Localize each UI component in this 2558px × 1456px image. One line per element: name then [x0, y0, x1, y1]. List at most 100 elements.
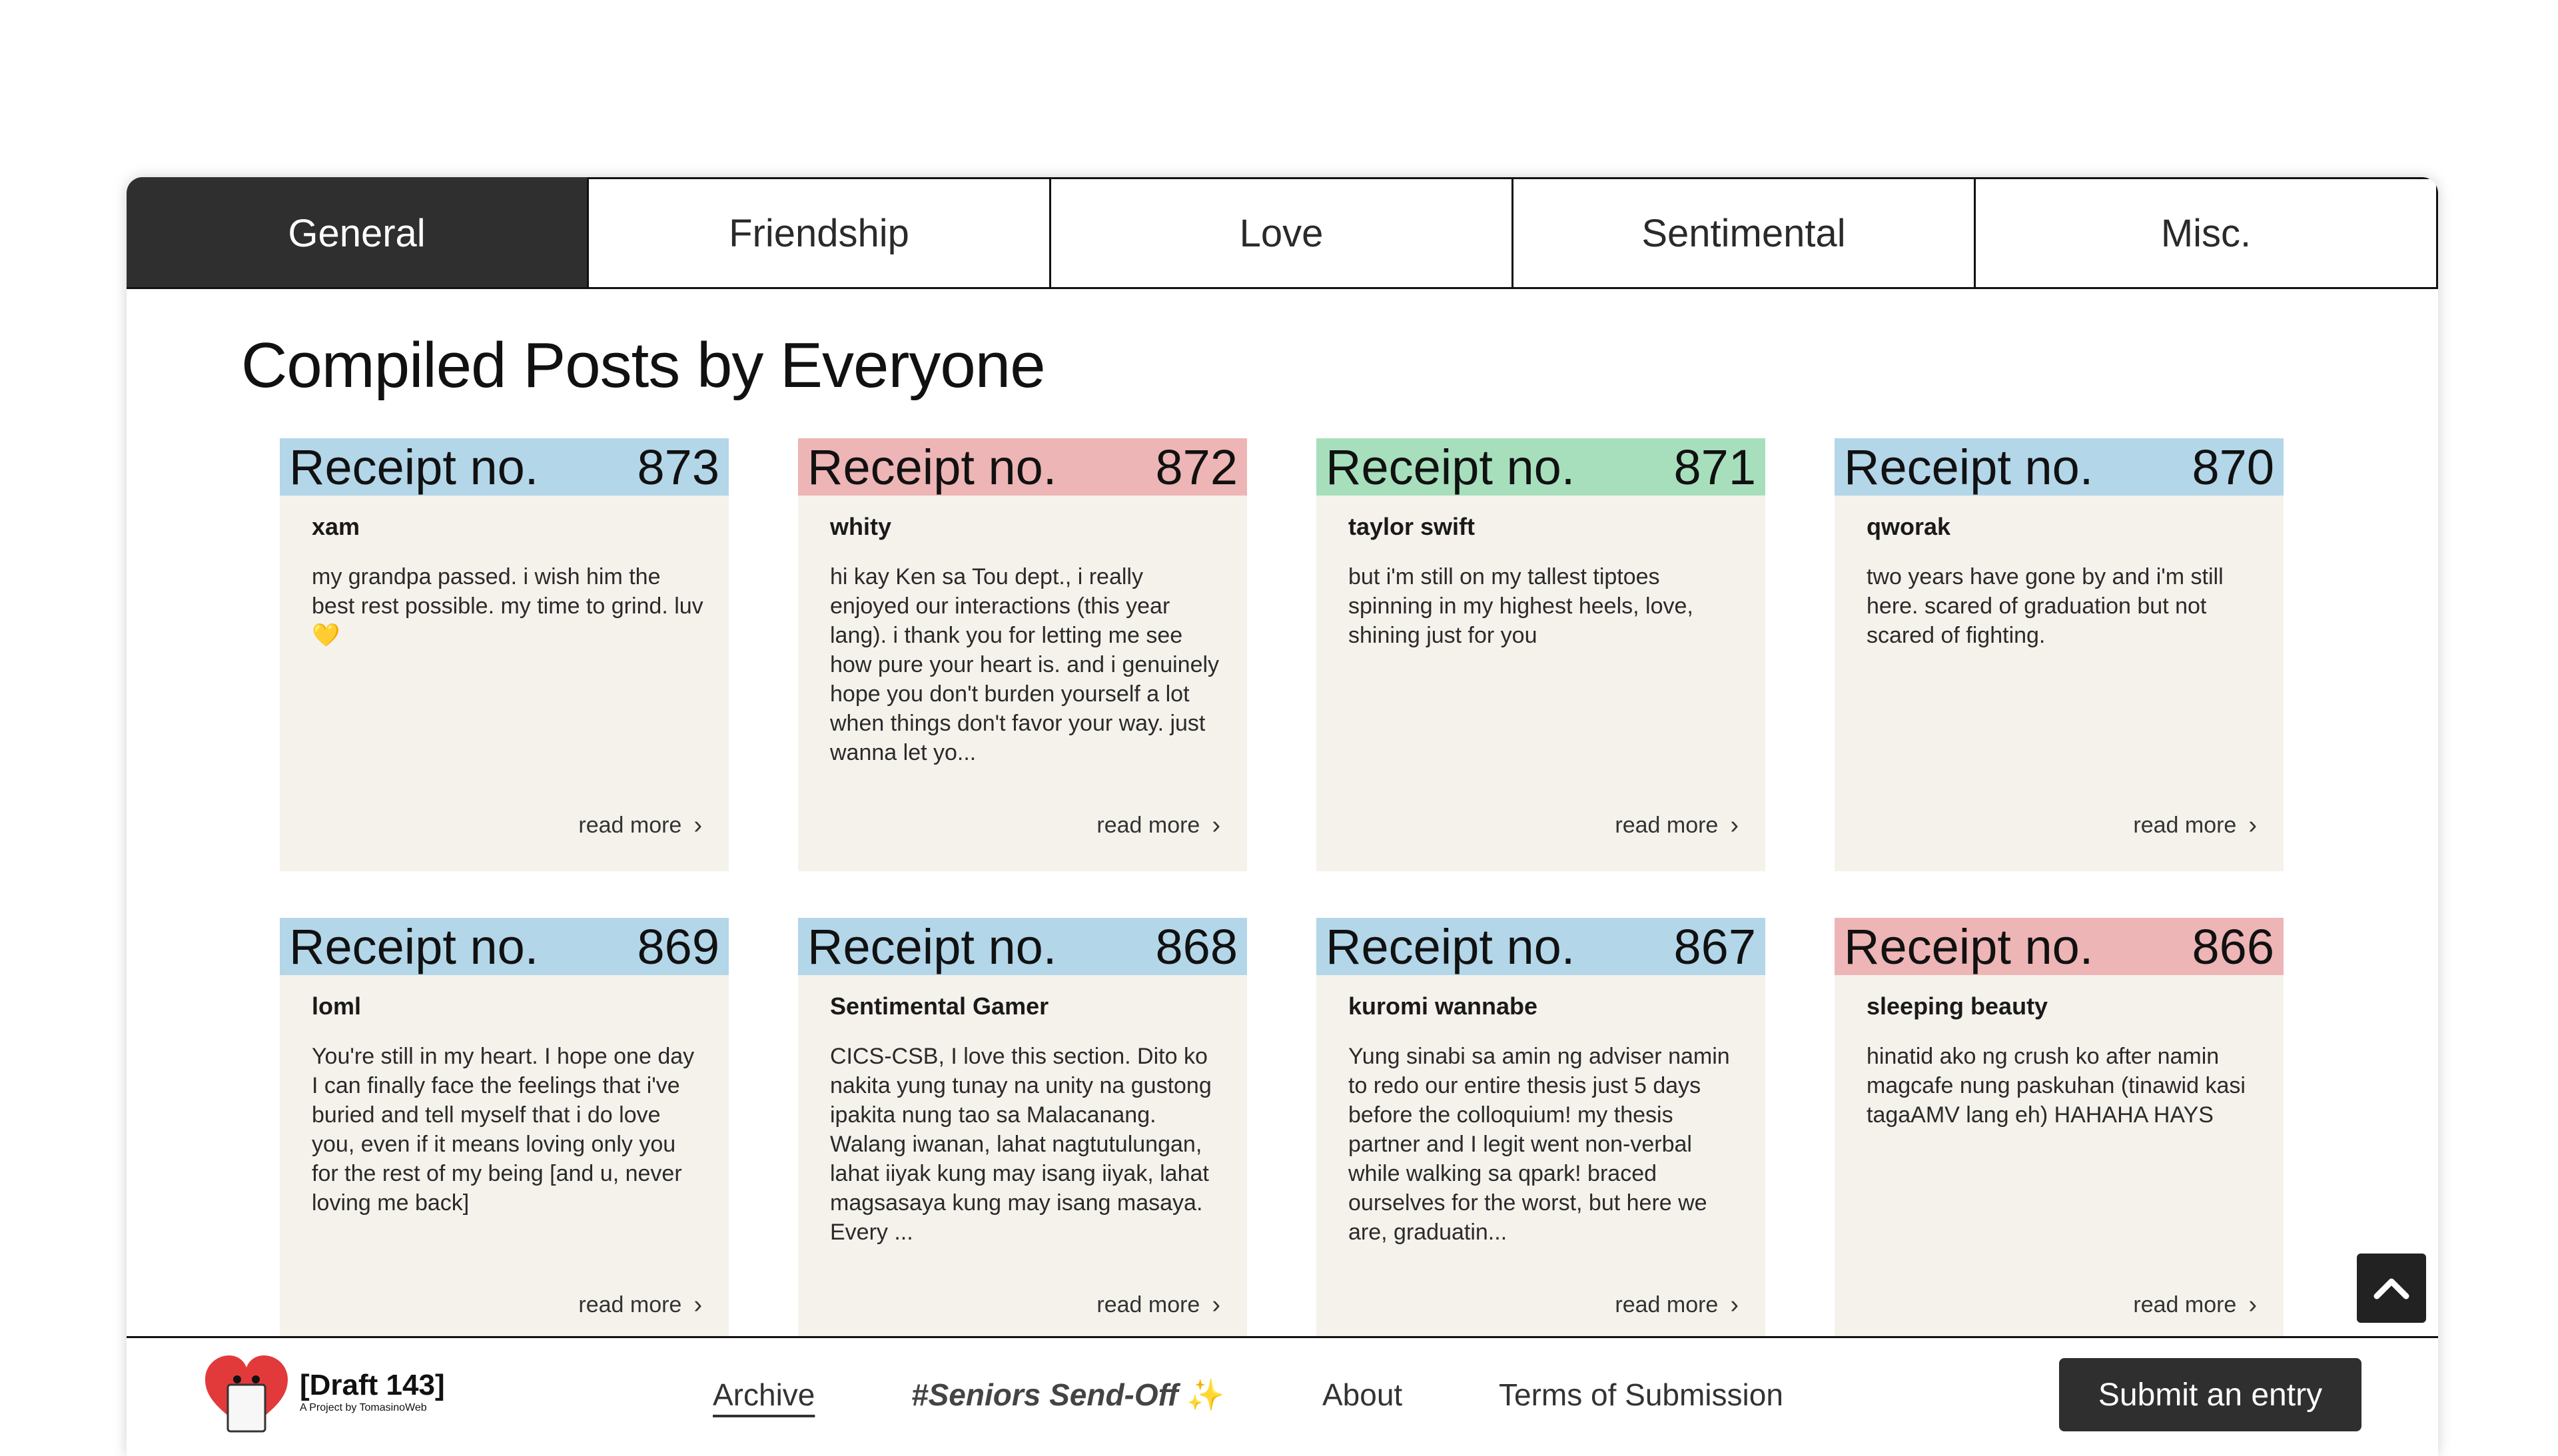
post-author: whity [830, 513, 892, 540]
post-card[interactable]: Receipt no. 867 kuromi wannabe Yung sinabi … [1316, 918, 1765, 1351]
post-text-content: hinatid ako ng crush ko after namin magc… [1867, 1044, 2246, 1128]
main-panel: General Friendship Love Sentimental Misc… [127, 177, 2438, 1456]
chevron-up-icon [2373, 1278, 2409, 1299]
post-text-content: CICS-CSB, I love this section. Dito ko n… [830, 1044, 1212, 1245]
yellow-heart-icon: 💛 [312, 623, 340, 648]
read-more-label: read more [2133, 1292, 2237, 1317]
post-card[interactable]: Receipt no. 873 xam my grandpa passed. i wi… [280, 438, 729, 871]
receipt-label: Receipt no. [1844, 439, 2094, 495]
nav-archive-link[interactable]: Archive [713, 1377, 815, 1412]
read-more-label: read more [578, 1292, 682, 1317]
post-card[interactable]: Receipt no. 870 qworak two years have gone … [1835, 438, 2284, 871]
read-more-label: read more [1615, 813, 1719, 838]
post-text: but i'm still on my tallest tiptoes spin… [1348, 562, 1741, 650]
post-text: You're still in my heart. I hope one day… [312, 1042, 705, 1218]
chevron-right-icon: › [2248, 811, 2257, 839]
submit-entry-button[interactable]: Submit an entry [2059, 1358, 2361, 1431]
post-text-content: but i'm still on my tallest tiptoes spin… [1348, 564, 1693, 648]
receipt-label: Receipt no. [289, 439, 539, 495]
receipt-number: 869 [637, 918, 719, 974]
post-author: qworak [1867, 513, 1951, 540]
receipt-label: Receipt no. [289, 918, 539, 974]
post-card[interactable]: Receipt no. 866 sleeping beauty hinatid ako… [1835, 918, 2284, 1351]
receipt-label: Receipt no. [807, 918, 1057, 974]
chevron-right-icon: › [693, 811, 702, 839]
read-more-link[interactable]: read more › [578, 811, 702, 840]
receipt-number: 867 [1673, 918, 1756, 974]
page-title: Compiled Posts by Everyone [241, 330, 1046, 401]
chevron-right-icon: › [693, 1291, 702, 1319]
post-card[interactable]: Receipt no. 872 whity hi kay Ken sa Tou dep… [798, 438, 1247, 871]
heart-mascot-icon [200, 1351, 293, 1433]
read-more-label: read more [1096, 1292, 1200, 1317]
post-author: sleeping beauty [1867, 992, 2048, 1020]
tab-friendship[interactable]: Friendship [587, 177, 1049, 287]
read-more-label: read more [1096, 813, 1200, 838]
receipt-number: 870 [2192, 439, 2274, 495]
category-tabs: General Friendship Love Sentimental Misc… [127, 177, 2438, 289]
read-more-link[interactable]: read more › [2133, 1291, 2257, 1319]
site-logo[interactable]: [Draft 143] A Project by TomasinoWeb [200, 1351, 445, 1433]
post-author: xam [312, 513, 360, 540]
post-card[interactable]: Receipt no. 871 taylor swift but i'm still … [1316, 438, 1765, 871]
receipt-number: 872 [1155, 439, 1238, 495]
read-more-link[interactable]: read more › [2133, 811, 2257, 840]
logo-title: [Draft 143] [300, 1369, 445, 1401]
post-card[interactable]: Receipt no. 868 Sentimental Gamer CICS-CSB,… [798, 918, 1247, 1351]
chevron-right-icon: › [1212, 1291, 1220, 1319]
chevron-right-icon: › [1212, 811, 1220, 839]
read-more-link[interactable]: read more › [1096, 811, 1220, 840]
post-author: taylor swift [1348, 513, 1476, 540]
post-card[interactable]: Receipt no. 869 loml You're still in my hea… [280, 918, 729, 1351]
receipt-label: Receipt no. [1326, 918, 1575, 974]
receipt-number: 868 [1155, 918, 1238, 974]
tab-sentimental[interactable]: Sentimental [1511, 177, 1974, 287]
post-text-content: two years have gone by and i'm still her… [1867, 564, 2224, 648]
receipt-label: Receipt no. [1844, 918, 2094, 974]
chevron-right-icon: › [2248, 1291, 2257, 1319]
read-more-link[interactable]: read more › [578, 1291, 702, 1319]
receipt-header: Receipt no. 871 [1316, 438, 1765, 496]
post-text-content: hi kay Ken sa Tou dept., i really enjoye… [830, 564, 1220, 765]
nav-send-off-label: #Seniors Send-Off [911, 1377, 1178, 1412]
read-more-label: read more [2133, 813, 2237, 838]
receipt-header: Receipt no. 870 [1835, 438, 2284, 496]
post-author: loml [312, 992, 362, 1020]
tab-general[interactable]: General [127, 177, 587, 287]
post-text: hi kay Ken sa Tou dept., i really enjoye… [830, 562, 1223, 767]
receipt-label: Receipt no. [1326, 439, 1575, 495]
post-text: CICS-CSB, I love this section. Dito ko n… [830, 1042, 1223, 1247]
post-author: Sentimental Gamer [830, 992, 1049, 1020]
scroll-to-top-button[interactable] [2357, 1254, 2426, 1323]
receipt-number: 871 [1673, 439, 1756, 495]
nav-about-link[interactable]: About [1322, 1377, 1403, 1412]
tab-love[interactable]: Love [1049, 177, 1511, 287]
post-text-content: You're still in my heart. I hope one day… [312, 1044, 695, 1216]
post-author: kuromi wannabe [1348, 992, 1538, 1020]
receipt-header: Receipt no. 867 [1316, 918, 1765, 975]
post-text: my grandpa passed. i wish him the best r… [312, 562, 705, 650]
nav-terms-link[interactable]: Terms of Submission [1499, 1377, 1783, 1412]
read-more-link[interactable]: read more › [1096, 1291, 1220, 1319]
receipt-number: 873 [637, 439, 719, 495]
receipt-number: 866 [2192, 918, 2274, 974]
posts-grid: Receipt no. 873 xam my grandpa passed. i wi… [280, 438, 2284, 1351]
read-more-link[interactable]: read more › [1615, 1291, 1739, 1319]
chevron-right-icon: › [1730, 811, 1739, 839]
receipt-label: Receipt no. [807, 439, 1057, 495]
chevron-right-icon: › [1730, 1291, 1739, 1319]
receipt-header: Receipt no. 873 [280, 438, 729, 496]
receipt-header: Receipt no. 866 [1835, 918, 2284, 975]
receipt-header: Receipt no. 868 [798, 918, 1247, 975]
nav-seniors-send-off-link[interactable]: #Seniors Send-Off ✨ [911, 1377, 1225, 1413]
logo-subtitle: A Project by TomasinoWeb [300, 1402, 427, 1413]
post-text: Yung sinabi sa amin ng adviser namin to … [1348, 1042, 1741, 1247]
post-text: hinatid ako ng crush ko after namin magc… [1867, 1042, 2260, 1130]
tab-misc[interactable]: Misc. [1974, 177, 2438, 287]
read-more-link[interactable]: read more › [1615, 811, 1739, 840]
sparkle-icon: ✨ [1186, 1377, 1225, 1412]
footer-bar: [Draft 143] A Project by TomasinoWeb Arc… [127, 1336, 2438, 1441]
read-more-label: read more [578, 813, 682, 838]
post-text-content: Yung sinabi sa amin ng adviser namin to … [1348, 1044, 1730, 1245]
post-text: two years have gone by and i'm still her… [1867, 562, 2260, 650]
